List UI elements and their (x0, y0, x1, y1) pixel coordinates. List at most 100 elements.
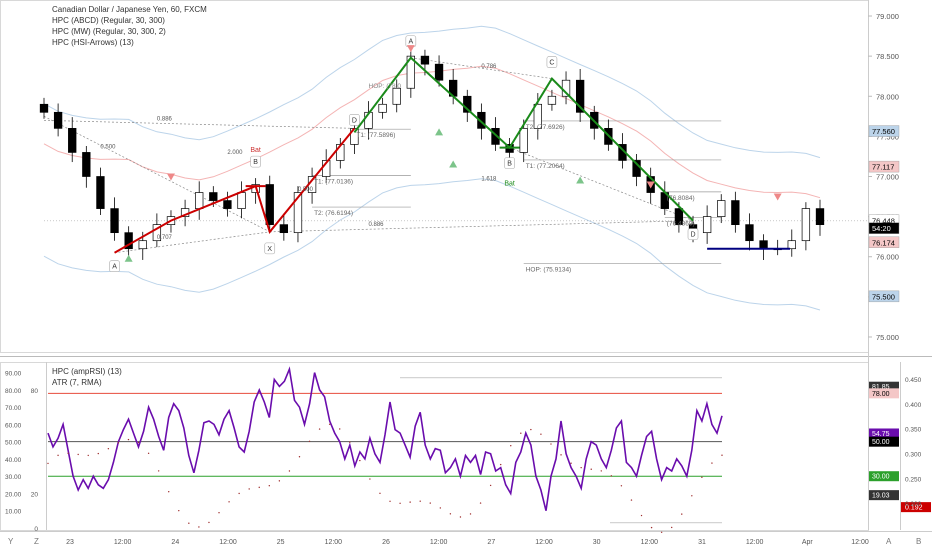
bat-pattern-1 (114, 127, 356, 254)
rsi-tag-label: 50.00 (872, 439, 890, 446)
atr-dot (228, 501, 230, 503)
lower-band (43, 178, 821, 311)
atr-dot (560, 454, 562, 456)
target-label: T1: (77.0136) (314, 178, 353, 185)
atr-dot (127, 438, 130, 441)
price-tag-box (868, 160, 900, 173)
point-label-d2-box (687, 228, 699, 240)
time-tick-label: 30 (593, 539, 601, 546)
candle-body (195, 192, 204, 209)
point-label-a1-box (109, 260, 120, 273)
atr-dot (379, 492, 381, 495)
price-tick-label: 78.500 (876, 52, 899, 61)
main-legend: Canadian Dollar / Japanese Yen, 60, FXCM… (52, 4, 207, 48)
atr-dot (660, 531, 663, 533)
target-label: (76.8084) (667, 195, 695, 202)
sell-arrow-icon (406, 45, 415, 53)
candle-body (265, 184, 274, 225)
candle-body (124, 232, 133, 250)
candle-body (533, 103, 542, 129)
candle-body (96, 176, 105, 209)
rsi-axis[interactable]: 90.00 80.00 70.00 60.00 50.00 40.00 30.00 20.00… (5, 371, 922, 516)
atr-dot (711, 462, 713, 464)
ratio-label: 0.886 (157, 116, 173, 122)
sub-pane-frame (0, 362, 869, 531)
legend-symbol: Canadian Dollar / Japanese Yen, 60, FXCM (52, 5, 207, 14)
point-label-d2: D (690, 232, 695, 239)
atr-dot (67, 452, 69, 454)
atr-dot (117, 442, 120, 444)
atr-tick-label: 0.350 (905, 427, 922, 434)
pattern-name-bat-1: Bat (250, 147, 261, 154)
atr-tick-label: 0.200 (905, 501, 922, 508)
atr-dot (409, 501, 411, 503)
main-pane-frame (0, 0, 869, 353)
atr-dot (278, 480, 281, 482)
atr-dot (650, 526, 653, 529)
atr-dot (479, 502, 482, 504)
atr-dot (630, 499, 633, 501)
rsi-tag-label: 78.00 (872, 391, 890, 398)
rsi-tick-label: 10.00 (5, 509, 22, 516)
atr-dot (499, 463, 502, 466)
price-tick-label: 75.000 (876, 333, 899, 342)
sell-arrow-icon (773, 193, 782, 201)
candle-body (237, 192, 246, 209)
corner-label-y: Y (8, 537, 14, 546)
time-tick-label: 12:00 (325, 539, 343, 546)
atr-tick-label: 0.300 (905, 451, 922, 458)
price-tag-box (868, 125, 900, 137)
atr-dot (600, 470, 602, 472)
corner-label-a[interactable]: A (886, 537, 892, 546)
ratio-connector (509, 147, 694, 221)
atr-tick-label: 0.450 (905, 377, 922, 384)
atr-dot (459, 516, 462, 518)
legend-atr: ATR (7, RMA) (52, 378, 102, 387)
rsi-tick-label: 40.00 (5, 457, 22, 464)
candle-body (717, 200, 726, 217)
atr-dot (87, 454, 89, 457)
candle-body (406, 55, 415, 89)
atr-dot (268, 485, 271, 487)
corner-label-b[interactable]: B (916, 537, 921, 546)
time-axis[interactable]: 23 12:00 24 12:00 25 12:00 26 12:00 27 12:00 30 12:… (66, 539, 869, 546)
rsi-tick-label: 90.00 (5, 371, 22, 378)
ratio-connector (269, 220, 694, 233)
atr-dot (248, 488, 250, 490)
rsi-tag-box (869, 428, 899, 439)
rsi-tag-label: 19.03 (872, 493, 890, 500)
candle-body (293, 192, 303, 234)
point-label-b1-box (250, 155, 261, 168)
point-label-a2: A (409, 39, 414, 46)
target-label: HOP: (75.9134) (526, 267, 572, 274)
price-tag-label: 77.117 (872, 163, 894, 172)
atr-dot (178, 509, 180, 512)
candle-body (491, 128, 500, 145)
candle-body (110, 208, 119, 234)
ratio-label: 0.707 (157, 235, 173, 241)
target-label: T1: (77.2064) (526, 163, 565, 170)
atr-dot (77, 453, 79, 456)
candle-body (82, 152, 91, 177)
ratio-connector (43, 119, 355, 129)
rsi-tick-label: 60.00 (5, 422, 22, 429)
point-label-d1: D (352, 117, 357, 124)
sub-legend: HPC (ampRSI) (13) ATR (7, RMA) (52, 366, 122, 388)
time-tick-label: 31 (698, 539, 706, 546)
atr-dot (469, 513, 472, 515)
time-tick-label: 25 (277, 539, 285, 546)
atr-dot (449, 513, 452, 515)
candle-body (787, 240, 796, 250)
candle-body (759, 240, 768, 250)
atr-dot (389, 500, 391, 502)
atr-dot (610, 475, 613, 477)
ratio-label: 0.500 (100, 144, 116, 150)
upper-band (43, 25, 821, 159)
atr-dot (47, 462, 49, 465)
rsi-tag-box (869, 381, 899, 392)
atr-dot (369, 478, 371, 480)
time-tick-label: Apr (802, 539, 814, 546)
atr-dot (671, 526, 673, 529)
